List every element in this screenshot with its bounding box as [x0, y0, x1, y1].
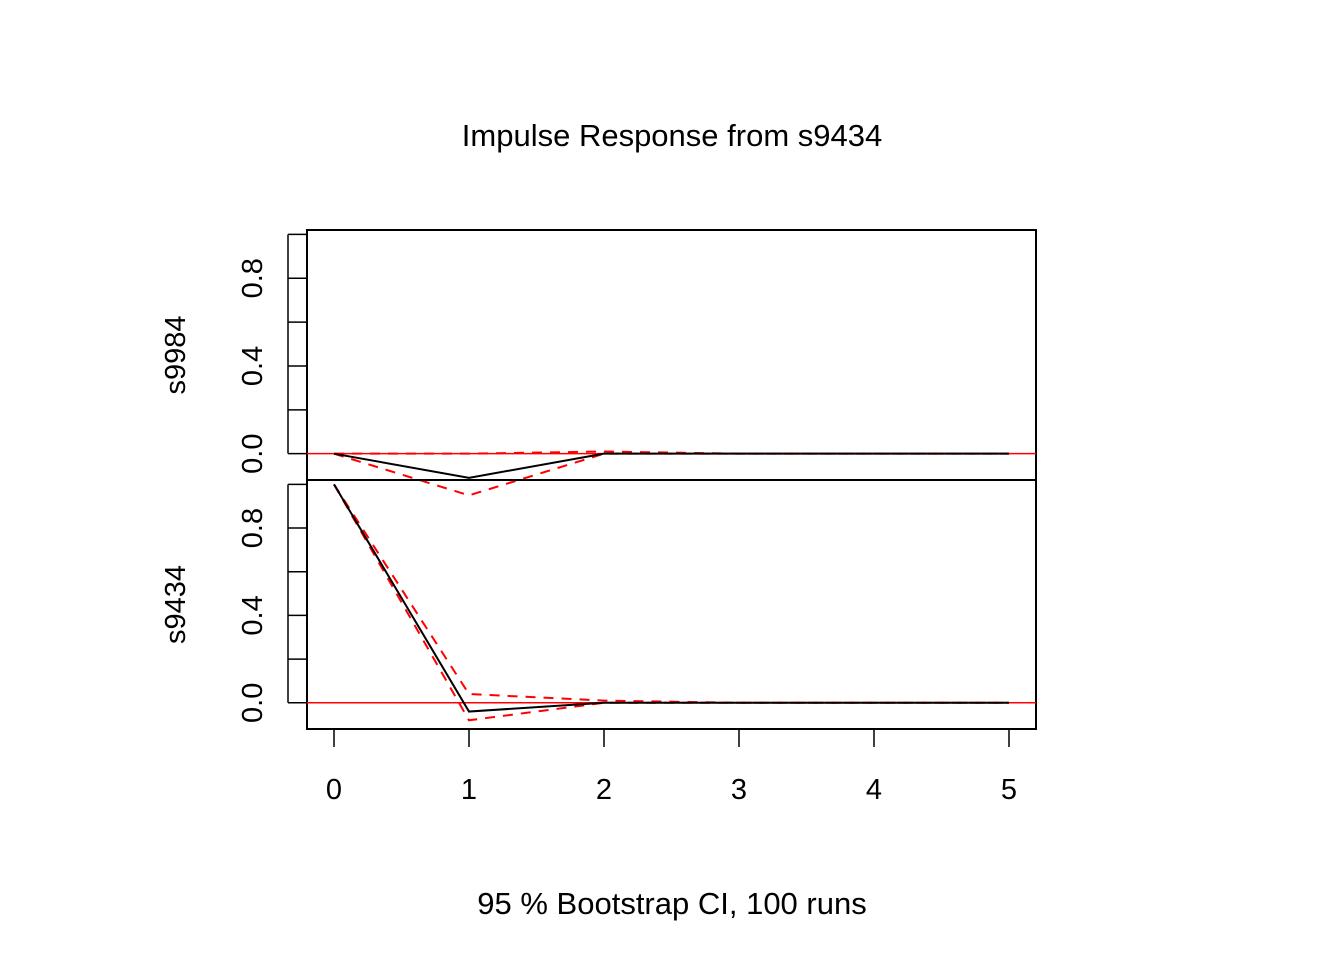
y-tick-label: 0.4 [237, 346, 269, 386]
panel-label: s9434 [160, 565, 192, 644]
response-line [333, 452, 1009, 479]
x-axis: 0 1 2 3 4 5 [326, 728, 1017, 806]
panel-s9434: 0.0 0.4 0.8 s9434 [160, 479, 1037, 730]
y-tick-label: 0.0 [237, 434, 269, 474]
x-tick-label: 5 [1001, 774, 1017, 806]
ci-lower-line [333, 483, 1009, 722]
panel-frame [306, 229, 1037, 481]
chart-title: Impulse Response from s9434 [462, 118, 882, 153]
y-axis: 0.0 0.4 0.8 [237, 233, 307, 474]
x-tick-label: 2 [596, 774, 612, 806]
panel-label: s9984 [160, 315, 192, 394]
x-tick-label: 0 [326, 774, 342, 806]
y-tick-label: 0.0 [237, 683, 269, 723]
y-tick-label: 0.4 [237, 595, 269, 635]
response-line [333, 483, 1009, 713]
x-tick-label: 4 [866, 774, 882, 806]
panel-s9984: 0.0 0.4 0.8 s9984 [160, 229, 1037, 497]
panel-frame [306, 479, 1037, 730]
ci-upper-line [333, 483, 1009, 704]
y-axis: 0.0 0.4 0.8 [237, 483, 307, 723]
panels-group: 0.0 0.4 0.8 s9984 0.0 0.4 0.8 s9434 [160, 229, 1037, 730]
ci-lower-line [333, 452, 1009, 497]
x-tick-label: 3 [731, 774, 747, 806]
x-axis-label: 95 % Bootstrap CI, 100 runs [477, 886, 866, 921]
y-tick-label: 0.8 [237, 258, 269, 298]
y-tick-label: 0.8 [237, 508, 269, 548]
x-tick-label: 1 [461, 774, 477, 806]
